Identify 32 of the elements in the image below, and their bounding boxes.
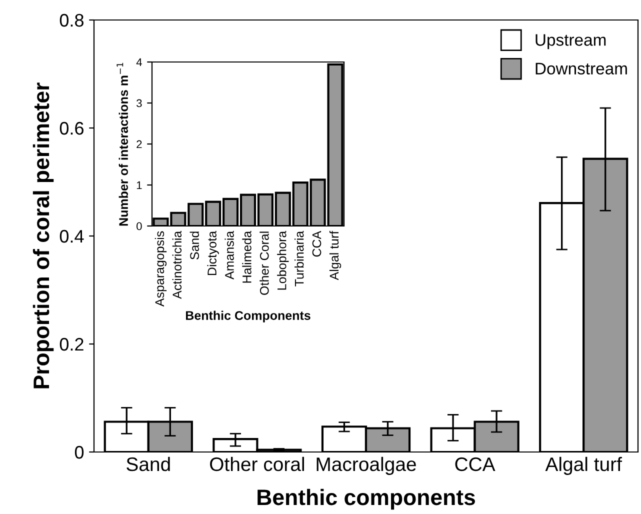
x-tick-label: Dictyota — [207, 230, 219, 275]
x-tick-label: Amansia — [224, 230, 234, 280]
y-tick-label: 4 — [136, 58, 142, 66]
x-tick-label: Lobophora — [277, 230, 289, 290]
legend-label: Downstream — [536, 62, 627, 74]
y-tick-label: 0.4 — [60, 230, 84, 243]
x-tick-label: Sand — [190, 232, 199, 260]
y-tick-label: 3 — [136, 99, 142, 108]
y-axis-title: Number of interactions m$^{−1}$ — [116, 62, 128, 226]
x-tick-label: Asparagopsis — [154, 231, 167, 307]
x-tick-label: Turbinaria — [294, 230, 304, 286]
x-tick-label: CCA — [312, 230, 322, 257]
legend-label: Upstream — [536, 34, 606, 50]
y-tick-label: 0 — [136, 222, 142, 230]
x-tick-label: Macroalgae — [316, 456, 416, 475]
y-axis-title: Proportion of coral perimeter — [32, 82, 54, 388]
x-tick-label: CCA — [455, 457, 496, 472]
y-tick-label: 0.2 — [60, 338, 84, 351]
x-tick-label: Other Coral — [260, 232, 269, 295]
y-tick-label: 0.8 — [60, 14, 84, 27]
x-axis-title: Benthic Components — [186, 310, 310, 322]
x-tick-label: Halimeda — [242, 230, 252, 283]
x-tick-label: Sand — [126, 456, 170, 472]
y-tick-label: 0 — [74, 446, 84, 459]
x-tick-label: Algal turf — [329, 230, 342, 280]
x-tick-label: Algal turf — [545, 456, 622, 475]
x-axis-title: Benthic components — [258, 488, 475, 510]
y-tick-label: 1 — [136, 181, 142, 190]
y-tick-label: 2 — [136, 140, 142, 148]
x-tick-label: Other coral — [210, 456, 304, 472]
x-tick-label: Actinotrichia — [172, 230, 182, 299]
y-tick-label: 0.6 — [60, 122, 84, 135]
